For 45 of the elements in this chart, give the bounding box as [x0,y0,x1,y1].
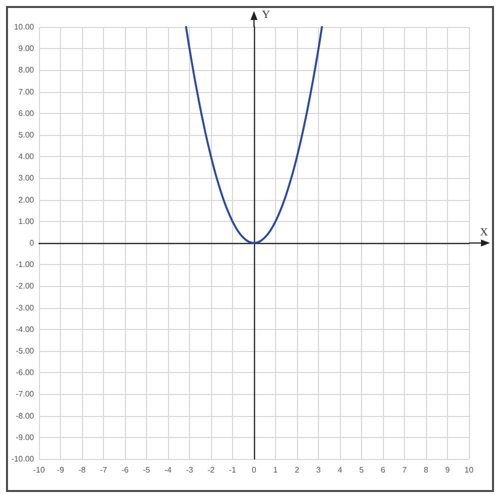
y-tick-label: -5.00 [16,346,35,356]
x-tick-label: 5 [359,466,364,474]
x-tick-label: 1 [273,466,278,474]
y-tick-label: 4.00 [18,152,35,162]
y-tick-label: -7.00 [16,390,35,399]
y-tick-label: 9.00 [18,44,35,54]
x-axis-title: X [480,226,488,238]
x-tick-label: -9 [56,466,65,474]
x-tick-label: 10 [464,466,474,474]
y-tick-label: -9.00 [16,432,35,442]
x-tick-label: 6 [380,466,386,474]
x-tick-label: -10 [33,466,46,474]
x-tick-label: 0 [252,466,257,474]
y-tick-label: -4.00 [16,324,35,334]
y-tick-label: 3.00 [18,174,35,183]
x-tick-label: 8 [424,466,429,474]
line-series [185,26,323,244]
x-tick-label: -6 [121,466,130,474]
x-tick-label: 4 [338,466,343,474]
y-tick-label: 5.00 [18,130,35,140]
y-tick-label: 10.00 [14,22,35,32]
x-tick-label: -1 [228,466,237,474]
x-tick-label: 7 [402,466,408,474]
y-tick-label: 2.00 [18,195,35,204]
x-tick-label: 9 [445,466,450,474]
y-tick-label: 6.00 [18,108,35,118]
x-tick-label: -7 [100,466,108,474]
y-tick-label: 1.00 [18,216,35,226]
y-tick-label: -8.00 [16,411,35,420]
x-tick-label: 2 [294,466,300,474]
x-tick-label: -4 [164,466,172,474]
y-tick-label: 8.00 [18,66,35,75]
y-tick-label: -3.00 [16,303,35,312]
y-tick-label: -6.00 [16,368,35,378]
y-tick-label: -10.00 [11,454,35,464]
x-tick-label: -5 [142,466,151,474]
y-tick-label: 0 [30,238,35,248]
x-tick-label: -3 [186,466,194,474]
x-tick-label: -8 [78,466,86,474]
x-tick-label: 3 [316,466,322,474]
y-axis-title: Y [262,9,270,21]
y-tick-label: -2.00 [16,282,35,291]
y-tick-label: 7.00 [18,87,35,96]
x-tick-label: -2 [207,466,216,474]
y-tick-label: -1.00 [16,260,35,270]
